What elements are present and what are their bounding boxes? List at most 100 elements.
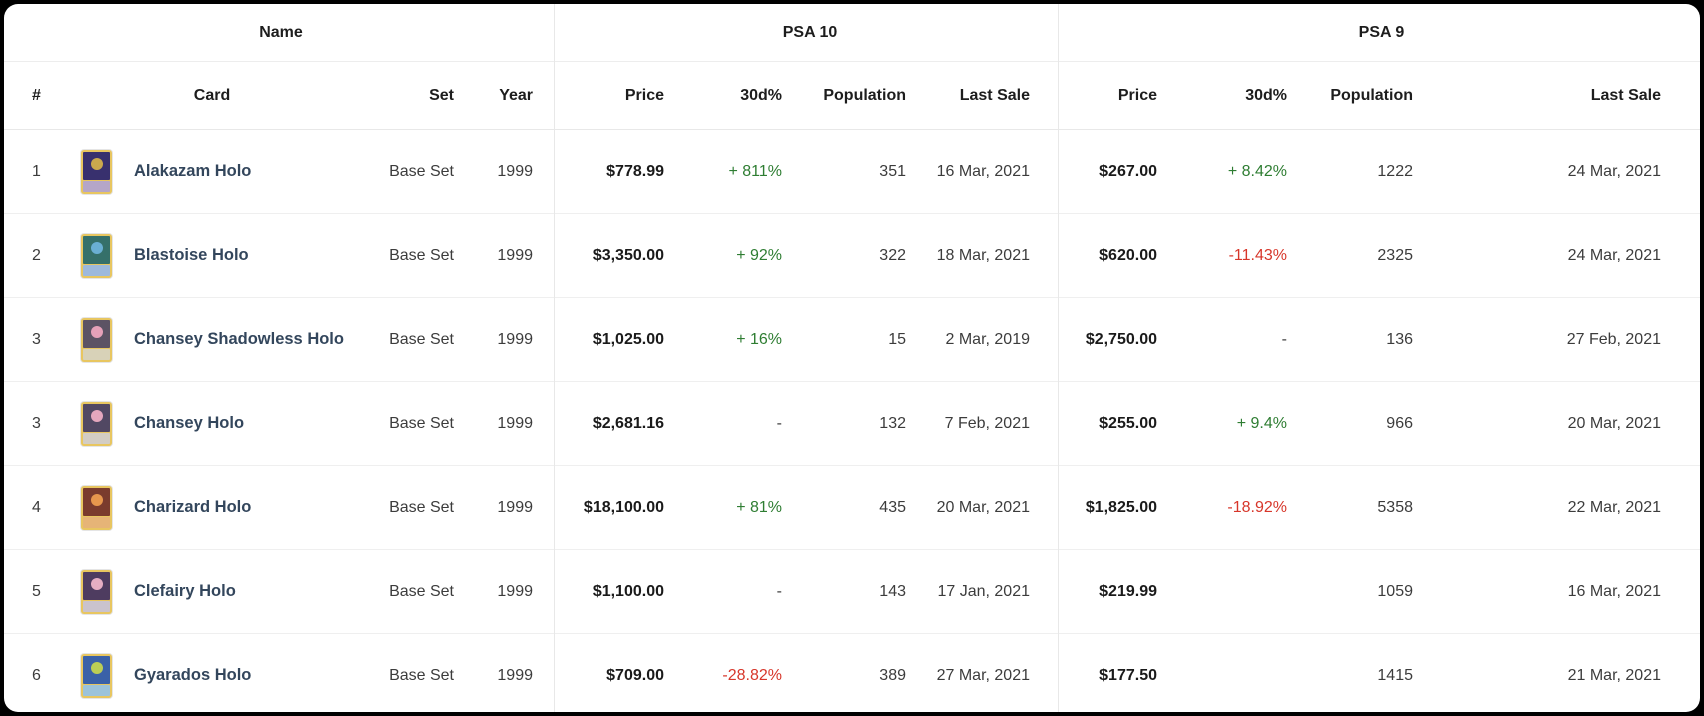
psa9-price: $219.99 xyxy=(1099,582,1157,600)
col-header-psa10-last-sale[interactable]: Last Sale xyxy=(959,86,1030,104)
psa10-last-sale: 2 Mar, 2019 xyxy=(945,330,1031,348)
card-thumbnail[interactable] xyxy=(81,653,112,698)
psa9-last-sale: 22 Mar, 2021 xyxy=(1567,498,1661,516)
table-row[interactable]: 5 Clefairy Holo Base Set 1999 $1,100.00 … xyxy=(4,550,1700,634)
psa9-price: $620.00 xyxy=(1099,246,1157,264)
set-cell: Base Set xyxy=(389,498,454,516)
card-name-link[interactable]: Gyarados Holo xyxy=(134,666,252,684)
col-header-number[interactable]: # xyxy=(32,86,41,104)
psa9-population: 966 xyxy=(1386,414,1413,432)
set-cell: Base Set xyxy=(389,330,454,348)
pokemon-figure xyxy=(90,409,103,422)
pokemon-figure xyxy=(90,577,103,590)
col-header-card[interactable]: Card xyxy=(193,86,231,104)
group-header-name: Name xyxy=(259,23,303,41)
card-cell: Gyarados Holo xyxy=(60,653,364,698)
card-cell: Chansey Holo xyxy=(60,401,364,446)
table-row[interactable]: 3 Chansey Shadowless Holo Base Set 1999 … xyxy=(4,298,1700,382)
col-header-psa9-price[interactable]: Price xyxy=(1117,86,1157,104)
psa9-change: -18.92% xyxy=(1227,498,1287,516)
card-thumbnail[interactable] xyxy=(81,317,112,362)
psa9-change: - xyxy=(1281,330,1287,348)
psa9-population: 1059 xyxy=(1377,582,1413,600)
card-thumbnail[interactable] xyxy=(81,149,112,194)
card-text-area xyxy=(83,264,110,276)
card-thumbnail[interactable] xyxy=(81,485,112,530)
table-row[interactable]: 6 Gyarados Holo Base Set 1999 $709.00 -2… xyxy=(4,634,1700,712)
card-text-area xyxy=(83,180,110,192)
psa10-last-sale: 17 Jan, 2021 xyxy=(937,582,1030,600)
psa10-price: $2,681.16 xyxy=(592,414,664,432)
set-cell: Base Set xyxy=(389,666,454,684)
card-art xyxy=(83,655,110,684)
table-row[interactable]: 4 Charizard Holo Base Set 1999 $18,100.0… xyxy=(4,466,1700,550)
pokemon-figure xyxy=(90,157,103,170)
table-row[interactable]: 2 Blastoise Holo Base Set 1999 $3,350.00… xyxy=(4,214,1700,298)
year-cell: 1999 xyxy=(497,414,533,432)
col-header-psa10-30d[interactable]: 30d% xyxy=(740,86,782,104)
card-name-link[interactable]: Alakazam Holo xyxy=(134,162,252,180)
card-thumbnail[interactable] xyxy=(81,233,112,278)
psa10-change: + 16% xyxy=(736,330,782,348)
col-header-psa10-price[interactable]: Price xyxy=(624,86,664,104)
card-name-link[interactable]: Chansey Shadowless Holo xyxy=(134,330,344,348)
table-row[interactable]: 1 Alakazam Holo Base Set 1999 $778.99 + … xyxy=(4,130,1700,214)
pokemon-figure xyxy=(90,325,103,338)
col-header-set[interactable]: Set xyxy=(429,86,454,104)
psa9-population: 1222 xyxy=(1377,162,1413,180)
psa10-population: 351 xyxy=(879,162,906,180)
year-cell: 1999 xyxy=(497,162,533,180)
card-cell: Charizard Holo xyxy=(60,485,364,530)
set-cell: Base Set xyxy=(389,246,454,264)
psa10-change: - xyxy=(776,582,782,600)
psa9-price: $255.00 xyxy=(1099,414,1157,432)
column-group-divider-2 xyxy=(1058,4,1059,712)
card-text-area xyxy=(83,684,110,696)
psa10-last-sale: 18 Mar, 2021 xyxy=(936,246,1030,264)
pokemon-figure xyxy=(90,493,103,506)
psa9-last-sale: 24 Mar, 2021 xyxy=(1567,246,1661,264)
pokemon-figure xyxy=(90,661,103,674)
psa9-population: 2325 xyxy=(1377,246,1413,264)
card-thumbnail[interactable] xyxy=(81,401,112,446)
year-cell: 1999 xyxy=(497,330,533,348)
col-header-psa9-last-sale[interactable]: Last Sale xyxy=(1590,86,1661,104)
card-art xyxy=(83,571,110,600)
table-row[interactable]: 3 Chansey Holo Base Set 1999 $2,681.16 -… xyxy=(4,382,1700,466)
col-header-year[interactable]: Year xyxy=(499,86,533,104)
psa9-price: $177.50 xyxy=(1099,666,1157,684)
psa10-last-sale: 7 Feb, 2021 xyxy=(944,414,1030,432)
row-number: 1 xyxy=(32,162,41,180)
row-number: 2 xyxy=(32,246,41,264)
year-cell: 1999 xyxy=(497,498,533,516)
year-cell: 1999 xyxy=(497,582,533,600)
table-body: 1 Alakazam Holo Base Set 1999 $778.99 + … xyxy=(4,130,1700,712)
group-header-psa10: PSA 10 xyxy=(782,23,838,41)
psa10-last-sale: 16 Mar, 2021 xyxy=(936,162,1030,180)
psa9-change: + 8.42% xyxy=(1227,162,1287,180)
col-header-psa9-30d[interactable]: 30d% xyxy=(1245,86,1287,104)
psa10-change: - xyxy=(776,414,782,432)
card-art xyxy=(83,403,110,432)
card-thumbnail[interactable] xyxy=(81,569,112,614)
psa9-last-sale: 21 Mar, 2021 xyxy=(1567,666,1661,684)
column-group-divider-1 xyxy=(554,4,555,712)
psa10-population: 389 xyxy=(879,666,906,684)
psa9-last-sale: 16 Mar, 2021 xyxy=(1567,582,1661,600)
row-number: 4 xyxy=(32,498,41,516)
card-name-link[interactable]: Blastoise Holo xyxy=(134,246,249,264)
col-header-psa10-population[interactable]: Population xyxy=(823,86,906,104)
card-name-link[interactable]: Charizard Holo xyxy=(134,498,252,516)
psa9-population: 136 xyxy=(1386,330,1413,348)
card-name-link[interactable]: Clefairy Holo xyxy=(134,582,236,600)
row-number: 6 xyxy=(32,666,41,684)
row-number: 3 xyxy=(32,330,41,348)
psa10-change: -28.82% xyxy=(722,666,782,684)
card-name-link[interactable]: Chansey Holo xyxy=(134,414,245,432)
group-header-row: Name PSA 10 PSA 9 xyxy=(4,4,1700,62)
psa9-price: $267.00 xyxy=(1099,162,1157,180)
psa9-population: 5358 xyxy=(1377,498,1413,516)
card-cell: Alakazam Holo xyxy=(60,149,364,194)
row-number: 3 xyxy=(32,414,41,432)
col-header-psa9-population[interactable]: Population xyxy=(1330,86,1413,104)
